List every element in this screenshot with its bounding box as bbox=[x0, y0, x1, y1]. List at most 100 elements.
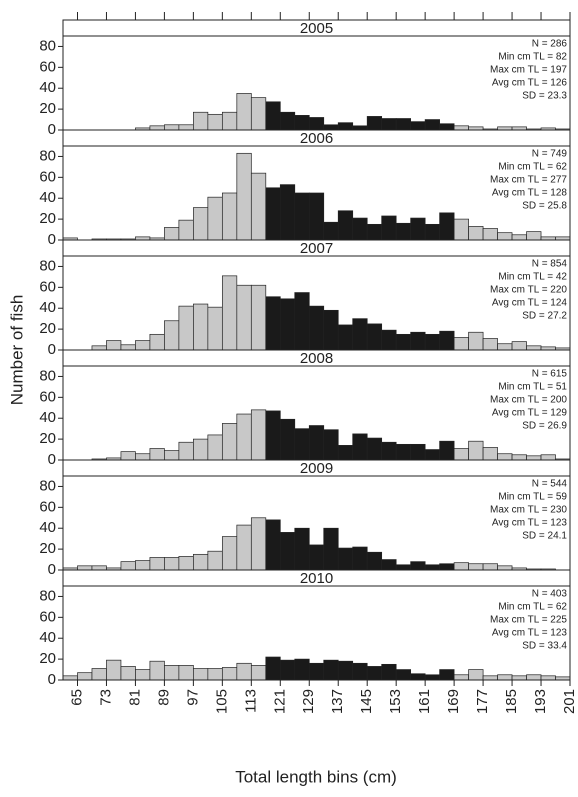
bar bbox=[207, 306, 223, 351]
bar bbox=[381, 215, 397, 241]
bar bbox=[135, 340, 151, 351]
bar bbox=[236, 413, 252, 461]
y-tick-label: 80 bbox=[39, 37, 56, 54]
bar bbox=[294, 192, 310, 241]
bar bbox=[395, 564, 412, 571]
x-tick-label: 137 bbox=[329, 689, 346, 714]
bar bbox=[279, 659, 296, 681]
stat-label: Min cm TL = 59 bbox=[498, 492, 567, 503]
bar bbox=[497, 453, 513, 461]
bar bbox=[178, 665, 194, 681]
y-tick-label: 60 bbox=[39, 388, 56, 405]
y-tick-label: 20 bbox=[39, 650, 56, 667]
bar bbox=[482, 675, 498, 681]
stat-label: N = 544 bbox=[532, 479, 568, 490]
bar bbox=[207, 550, 223, 571]
bar bbox=[381, 559, 397, 571]
y-tick-label: 0 bbox=[48, 341, 56, 358]
stat-label: Avg cm TL = 128 bbox=[492, 188, 568, 199]
bar bbox=[207, 196, 223, 241]
y-tick-label: 40 bbox=[39, 79, 56, 96]
bar bbox=[323, 659, 339, 681]
panel-title: 2009 bbox=[300, 460, 333, 477]
x-tick-label: 153 bbox=[387, 689, 404, 714]
bar bbox=[381, 329, 397, 351]
x-axis-title: Total length bins (cm) bbox=[235, 767, 397, 786]
bar bbox=[395, 222, 412, 241]
bar bbox=[279, 111, 296, 131]
bar bbox=[178, 556, 194, 571]
bar bbox=[468, 669, 484, 681]
x-tick-label: 81 bbox=[126, 689, 143, 706]
bar bbox=[308, 544, 325, 571]
bar bbox=[395, 669, 412, 681]
bar bbox=[308, 192, 325, 241]
y-tick-label: 60 bbox=[39, 278, 56, 295]
x-tick-label: 145 bbox=[358, 689, 375, 714]
bar bbox=[352, 318, 368, 351]
stat-label: Min cm TL = 62 bbox=[498, 602, 567, 613]
bar bbox=[149, 125, 165, 131]
stat-label: Min cm TL = 42 bbox=[498, 272, 567, 283]
bar bbox=[337, 445, 354, 461]
bar bbox=[221, 111, 238, 131]
bar bbox=[540, 675, 556, 681]
bar bbox=[236, 152, 252, 241]
bar bbox=[410, 331, 426, 351]
panel-title: 2008 bbox=[300, 350, 333, 367]
bar bbox=[164, 557, 180, 571]
stat-label: Avg cm TL = 126 bbox=[492, 78, 568, 89]
x-tick-label: 129 bbox=[300, 689, 317, 714]
bar bbox=[526, 455, 542, 461]
y-tick-label: 60 bbox=[39, 608, 56, 625]
bar bbox=[221, 536, 238, 571]
bar bbox=[497, 232, 513, 241]
x-tick-label: 65 bbox=[68, 689, 85, 706]
x-tick-label: 161 bbox=[416, 689, 433, 714]
bar bbox=[135, 560, 151, 571]
x-tick-label: 97 bbox=[184, 689, 201, 706]
bar bbox=[178, 305, 194, 351]
bar bbox=[482, 228, 498, 241]
bar bbox=[265, 410, 281, 461]
x-tick-label: 105 bbox=[213, 689, 230, 714]
bar bbox=[424, 564, 440, 571]
bar bbox=[149, 660, 165, 681]
bar bbox=[366, 437, 383, 461]
y-tick-label: 20 bbox=[39, 320, 56, 337]
bar bbox=[381, 441, 397, 461]
stat-label: Max cm TL = 200 bbox=[490, 395, 567, 406]
bar bbox=[164, 227, 180, 241]
bar bbox=[352, 546, 368, 571]
bar bbox=[482, 338, 498, 351]
y-tick-label: 40 bbox=[39, 299, 56, 316]
stat-label: Min cm TL = 51 bbox=[498, 382, 567, 393]
bar bbox=[308, 425, 325, 461]
bar bbox=[352, 217, 368, 241]
stat-label: Max cm TL = 197 bbox=[490, 65, 567, 76]
bar bbox=[323, 527, 339, 571]
stat-label: Avg cm TL = 129 bbox=[492, 408, 568, 419]
bar bbox=[410, 217, 426, 241]
bar bbox=[468, 440, 484, 461]
bar bbox=[193, 207, 209, 241]
bar bbox=[178, 441, 194, 461]
bar bbox=[424, 449, 440, 461]
x-tick-label: 89 bbox=[155, 689, 172, 706]
y-tick-label: 20 bbox=[39, 100, 56, 117]
bar bbox=[526, 231, 542, 241]
bar bbox=[395, 333, 412, 351]
panel-title: 2007 bbox=[300, 240, 333, 257]
bar bbox=[323, 309, 339, 351]
bar bbox=[294, 115, 310, 131]
stat-label: Avg cm TL = 123 bbox=[492, 518, 568, 529]
stat-label: SD = 33.4 bbox=[522, 641, 567, 652]
y-tick-label: 0 bbox=[48, 121, 56, 138]
bar bbox=[236, 93, 252, 131]
bar bbox=[453, 337, 469, 351]
stat-label: SD = 25.8 bbox=[522, 201, 567, 212]
bar bbox=[106, 659, 122, 681]
bar bbox=[178, 219, 194, 241]
bar bbox=[439, 212, 455, 241]
